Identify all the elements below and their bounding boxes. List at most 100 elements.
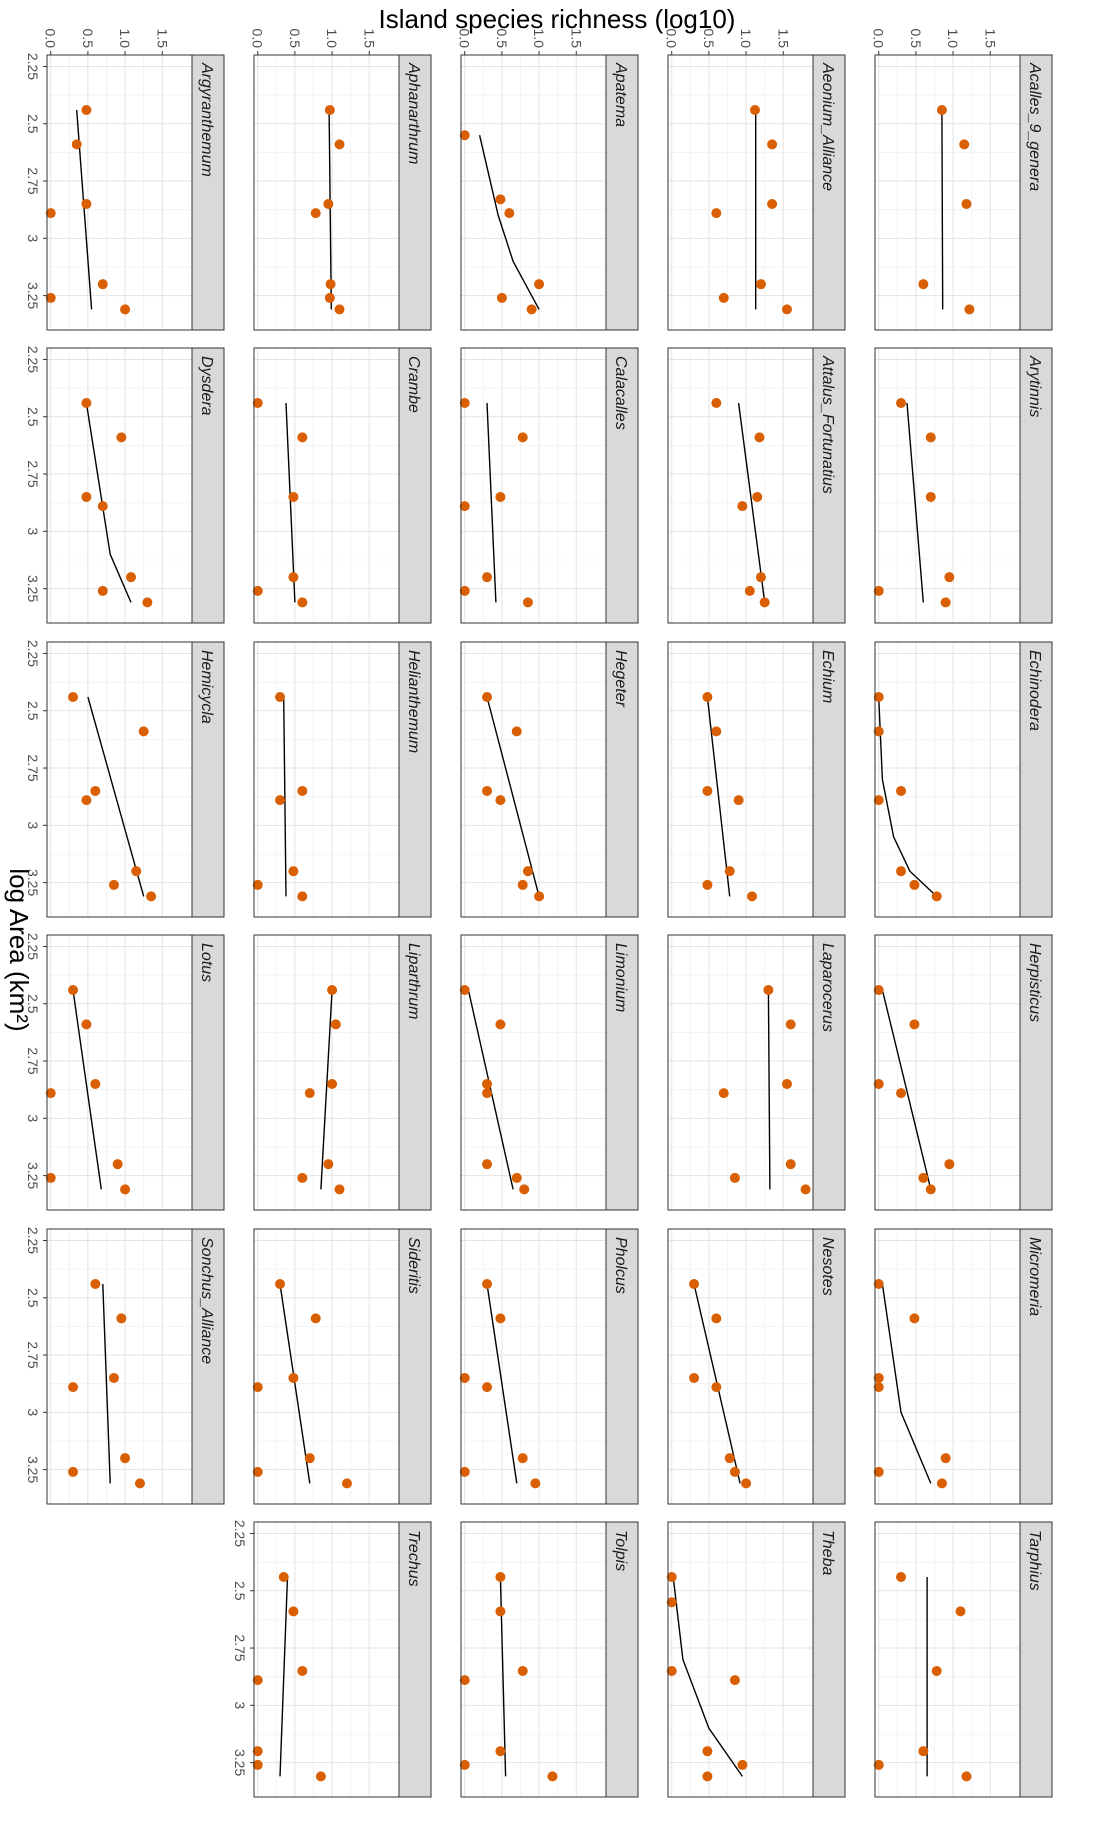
- data-point: [873, 1382, 884, 1393]
- data-point: [116, 432, 127, 443]
- data-point: [495, 194, 506, 205]
- plot-region: 0.0 0.5 1.0 1.5 2.25 2.5 2.75 3 3.25: [25, 29, 193, 331]
- data-point: [116, 1313, 127, 1324]
- panel-background: [875, 642, 1020, 917]
- x-tick-label: 3: [25, 234, 41, 242]
- panel-border: [253, 1521, 400, 1798]
- data-point: [873, 1078, 884, 1089]
- x-tick-label: 2.75: [25, 1341, 41, 1368]
- y-tick-label: 1.0: [738, 29, 754, 49]
- data-point: [459, 501, 470, 512]
- data-point: [754, 432, 765, 443]
- y-tick-label: 0.5: [494, 29, 510, 49]
- data-point: [534, 279, 545, 290]
- data-point: [288, 491, 299, 502]
- fit-line: [486, 1283, 518, 1484]
- facet-title: Echinodera: [1026, 650, 1043, 731]
- facet-title: Pholcus: [612, 1237, 629, 1294]
- data-point: [530, 1478, 541, 1489]
- x-tick-label: 3.25: [25, 1456, 41, 1483]
- data-point: [517, 1665, 528, 1676]
- data-point: [495, 1746, 506, 1757]
- data-point: [718, 292, 729, 303]
- facet-title: Nesotes: [819, 1237, 836, 1296]
- data-point: [873, 585, 884, 596]
- plot-region: 2.25 2.5 2.75 3 3.25: [25, 346, 193, 624]
- data-point: [252, 585, 263, 596]
- panel-background: [254, 1522, 399, 1797]
- x-tick-label: 2.25: [25, 346, 41, 373]
- data-point: [873, 1372, 884, 1383]
- plot-region: [460, 641, 607, 918]
- panel-background: [461, 1229, 606, 1504]
- data-point: [940, 1453, 951, 1464]
- data-point: [909, 1019, 920, 1030]
- data-point: [324, 292, 335, 303]
- data-point: [146, 891, 157, 902]
- y-tick-label: 0.5: [287, 29, 303, 49]
- data-point: [522, 866, 533, 877]
- data-point: [325, 279, 336, 290]
- data-point: [288, 1606, 299, 1617]
- data-point: [511, 726, 522, 737]
- data-point: [45, 1088, 56, 1099]
- fit-line: [881, 989, 932, 1190]
- facet-panel: Herpisticus: [873, 934, 1053, 1211]
- data-point: [334, 1184, 345, 1195]
- data-point: [482, 572, 493, 583]
- facet-title: Herpisticus: [1026, 943, 1043, 1022]
- facet-panel: Calacalles: [459, 347, 639, 624]
- data-point: [918, 1172, 929, 1183]
- plot-region: [253, 934, 400, 1211]
- fit-line: [467, 989, 514, 1190]
- data-point: [459, 398, 470, 408]
- facet-title: Micromeria: [1026, 1237, 1043, 1316]
- data-point: [896, 785, 907, 796]
- y-axis-title: Island species richness (log10): [379, 4, 736, 34]
- x-tick-label: 3: [232, 1701, 248, 1709]
- fit-line: [328, 109, 332, 310]
- x-tick-label: 2.25: [25, 53, 41, 80]
- data-point: [108, 1372, 119, 1383]
- facet-title: Theba: [819, 1530, 836, 1575]
- facet-panel: Nesotes: [667, 1228, 846, 1505]
- plot-region: [252, 1228, 400, 1505]
- data-point: [873, 726, 884, 737]
- data-point: [737, 501, 748, 512]
- data-point: [45, 1172, 56, 1183]
- panel-background: [461, 1522, 606, 1797]
- panel-background: [47, 642, 192, 917]
- data-point: [711, 398, 722, 408]
- x-tick-label: 3: [25, 821, 41, 829]
- plot-region: 2.25 2.5 2.75 3 3.25: [25, 640, 193, 918]
- data-point: [81, 105, 92, 115]
- data-point: [252, 879, 263, 890]
- fit-line: [767, 989, 771, 1190]
- data-point: [724, 1453, 735, 1464]
- data-point: [504, 208, 515, 219]
- data-point: [81, 398, 92, 408]
- panel-background: [875, 55, 1020, 330]
- data-point: [925, 491, 936, 502]
- panel-background: [47, 55, 192, 330]
- data-point: [81, 198, 92, 209]
- y-tick-label: 1.0: [117, 29, 133, 49]
- data-point: [800, 1184, 811, 1195]
- panel-border: [253, 54, 400, 331]
- data-point: [459, 985, 470, 995]
- data-point: [547, 1771, 558, 1782]
- data-point: [495, 1313, 506, 1324]
- data-point: [288, 1372, 299, 1383]
- data-point: [729, 1466, 740, 1477]
- panel-background: [254, 55, 399, 330]
- data-point: [120, 1184, 131, 1195]
- facet-title: Apatema: [612, 62, 629, 127]
- data-point: [759, 597, 770, 608]
- data-point: [482, 1382, 493, 1393]
- x-tick-label: 2.75: [232, 1634, 248, 1661]
- y-tick-label: 1.0: [531, 29, 547, 49]
- data-point: [323, 1159, 334, 1170]
- plot-region: 2.25 2.5 2.75 3 3.25: [25, 1227, 193, 1505]
- panel-border: [253, 347, 400, 624]
- y-tick-label: 1.0: [945, 29, 961, 49]
